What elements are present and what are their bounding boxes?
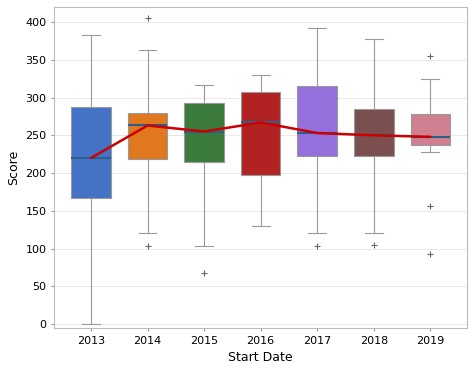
- Y-axis label: Score: Score: [7, 150, 20, 185]
- Bar: [354, 109, 393, 157]
- Bar: [128, 113, 167, 160]
- Bar: [241, 92, 281, 175]
- Bar: [410, 114, 450, 145]
- X-axis label: Start Date: Start Date: [228, 351, 293, 364]
- Bar: [71, 107, 111, 198]
- Bar: [184, 103, 224, 162]
- Bar: [297, 86, 337, 157]
